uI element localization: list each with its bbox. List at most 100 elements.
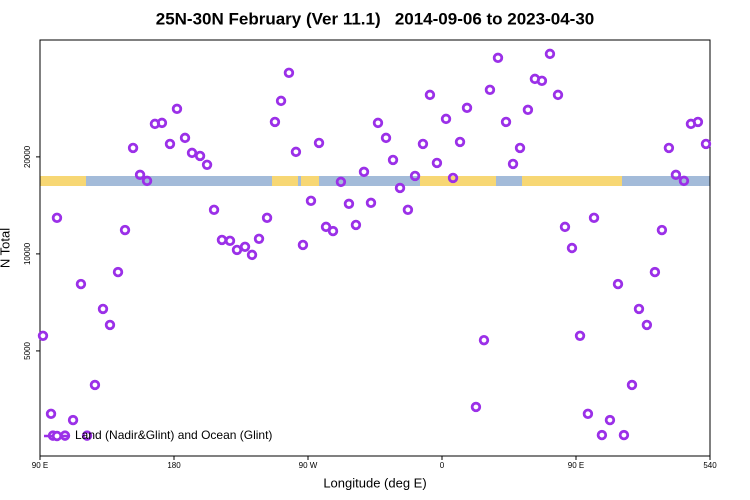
point bbox=[134, 169, 146, 181]
point bbox=[461, 102, 473, 114]
point bbox=[492, 52, 504, 64]
y-tick-label: 10000 bbox=[23, 242, 32, 265]
point bbox=[269, 116, 281, 128]
point bbox=[478, 334, 490, 346]
point bbox=[97, 303, 109, 315]
point bbox=[305, 195, 317, 207]
point bbox=[380, 132, 392, 144]
point bbox=[320, 221, 332, 233]
point bbox=[514, 142, 526, 154]
chart-title: 25N-30N February (Ver 11.1) 2014-09-06 t… bbox=[156, 9, 594, 28]
point bbox=[552, 89, 564, 101]
point bbox=[89, 379, 101, 391]
point bbox=[372, 117, 384, 129]
point bbox=[208, 204, 220, 216]
x-tick-label: 540 bbox=[703, 461, 717, 470]
point bbox=[104, 319, 116, 331]
legend-label: Land (Nadir&Glint) and Ocean (Glint) bbox=[75, 428, 272, 442]
point bbox=[51, 212, 63, 224]
point bbox=[261, 212, 273, 224]
point bbox=[454, 136, 466, 148]
x-tick-label: 90 E bbox=[32, 461, 48, 470]
point bbox=[186, 147, 198, 159]
point bbox=[127, 142, 139, 154]
point bbox=[387, 154, 399, 166]
point bbox=[283, 67, 295, 79]
point bbox=[119, 224, 131, 236]
point bbox=[582, 408, 594, 420]
point bbox=[663, 142, 675, 154]
point bbox=[350, 219, 362, 231]
point bbox=[246, 249, 258, 261]
point bbox=[290, 146, 302, 158]
point bbox=[574, 330, 586, 342]
point bbox=[440, 113, 452, 125]
point bbox=[604, 414, 616, 426]
point bbox=[431, 157, 443, 169]
point bbox=[335, 176, 347, 188]
x-tick-label: 90 E bbox=[568, 461, 584, 470]
point bbox=[67, 414, 79, 426]
point bbox=[201, 159, 213, 171]
point bbox=[112, 266, 124, 278]
point bbox=[156, 117, 168, 129]
point bbox=[394, 182, 406, 194]
point bbox=[596, 429, 608, 441]
point bbox=[224, 235, 236, 247]
y-axis-label: N Total bbox=[0, 228, 12, 268]
point bbox=[588, 212, 600, 224]
point bbox=[626, 379, 638, 391]
point bbox=[536, 75, 548, 87]
point bbox=[171, 103, 183, 115]
point bbox=[507, 158, 519, 170]
point bbox=[75, 278, 87, 290]
point bbox=[253, 233, 265, 244]
y-tick-label: 20000 bbox=[23, 145, 32, 168]
x-tick-label: 180 bbox=[167, 461, 181, 470]
point bbox=[417, 138, 429, 150]
point bbox=[641, 319, 653, 331]
point bbox=[522, 104, 534, 116]
point bbox=[194, 150, 206, 162]
point bbox=[656, 224, 668, 236]
point bbox=[618, 429, 630, 441]
point bbox=[500, 116, 512, 128]
point bbox=[327, 225, 339, 237]
point bbox=[544, 48, 556, 60]
point bbox=[297, 239, 309, 251]
point bbox=[358, 166, 370, 178]
point bbox=[559, 221, 571, 233]
x-tick-label: 0 bbox=[440, 461, 445, 470]
point bbox=[424, 89, 436, 101]
point bbox=[313, 137, 325, 149]
point bbox=[670, 169, 682, 181]
point bbox=[37, 330, 49, 342]
point bbox=[365, 197, 377, 209]
y-tick-label: 5000 bbox=[23, 341, 32, 359]
point bbox=[141, 175, 153, 187]
point bbox=[216, 234, 228, 246]
point bbox=[700, 138, 712, 150]
point bbox=[239, 241, 251, 253]
point bbox=[231, 244, 243, 256]
point bbox=[179, 132, 191, 144]
point bbox=[45, 408, 57, 420]
point bbox=[633, 303, 645, 315]
point bbox=[402, 204, 414, 216]
point bbox=[678, 175, 690, 187]
point bbox=[409, 170, 421, 182]
point bbox=[447, 172, 459, 184]
point bbox=[612, 278, 624, 290]
point bbox=[566, 242, 578, 254]
point bbox=[81, 430, 93, 441]
point bbox=[275, 95, 287, 107]
point bbox=[692, 116, 704, 128]
point bbox=[164, 138, 176, 150]
plot-frame bbox=[39, 39, 711, 457]
legend-marker bbox=[51, 430, 63, 442]
point bbox=[484, 84, 496, 96]
x-tick-label: 90 W bbox=[299, 461, 318, 470]
map-strip bbox=[40, 176, 710, 186]
point bbox=[343, 198, 355, 210]
